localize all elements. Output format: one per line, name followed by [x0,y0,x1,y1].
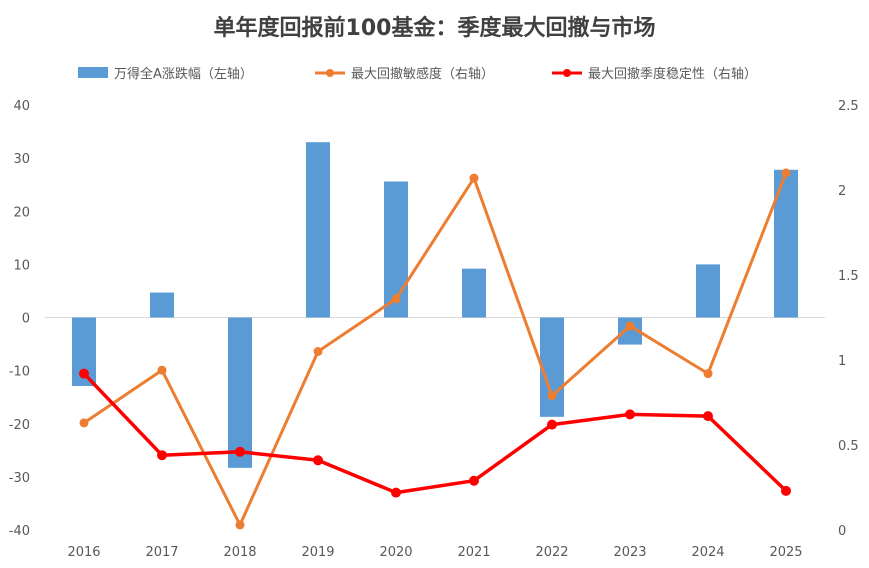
point-series-1-2021 [469,173,479,183]
bar-2022 [540,317,564,417]
point-series-1-2023 [625,321,635,331]
right-axis-tick-0: 0 [838,524,846,539]
chart-title: 单年度回报前100基金：季度最大回撤与市场 [213,16,656,41]
point-series-2-2017 [157,450,167,461]
legend-label-2: 最大回撤敏感度（右轴） [351,66,494,82]
line-series-2 [82,372,788,495]
point-series-2-2019 [313,455,323,466]
x-axis-tick-2018: 2018 [223,545,256,560]
legend-marker-3 [563,69,571,77]
point-series-1-2025 [781,168,791,178]
legend-swatch-1 [78,67,108,78]
point-series-2-2024 [703,411,713,422]
left-axis-tick--10: -10 [9,365,30,380]
x-axis-tick-2023: 2023 [613,545,646,560]
right-axis-tick-0.5: 0.5 [838,439,859,454]
left-axis-tick-40: 40 [13,99,30,114]
right-axis-tick-1: 1 [838,354,846,369]
point-series-2-2025 [781,485,791,496]
left-axis-tick-20: 20 [13,205,30,220]
point-series-1-2019 [313,347,323,356]
point-series-2-2022 [547,419,557,430]
x-axis-tick-2024: 2024 [691,545,724,560]
legend-label-1: 万得全A涨跌幅（左轴） [114,66,253,82]
point-series-2-2020 [391,487,401,498]
point-series-1-2017 [157,365,167,375]
point-series-2-2023 [625,409,635,420]
x-axis-tick-2021: 2021 [457,545,490,560]
point-series-1-2016 [79,418,89,428]
left-axis-tick--40: -40 [9,524,30,539]
bar-2024 [696,264,720,318]
point-series-1-2020 [391,294,401,304]
left-axis-tick-0: 0 [22,312,30,327]
left-axis-tick-10: 10 [13,258,30,273]
left-axis-tick--30: -30 [9,471,30,486]
x-axis-tick-2019: 2019 [301,545,334,560]
point-series-1-2018 [235,520,245,530]
point-series-2-2018 [235,446,245,457]
bar-2018 [228,317,252,468]
bar-2019 [306,142,330,318]
legend-label-3: 最大回撤季度稳定性（右轴） [588,66,757,82]
x-axis-tick-2017: 2017 [145,545,178,560]
left-axis-tick--20: -20 [9,418,30,433]
point-series-2-2016 [79,368,89,379]
right-axis-tick-2.5: 2.5 [838,99,859,114]
bar-2021 [462,268,486,318]
left-axis-tick-30: 30 [13,152,30,167]
point-series-1-2022 [547,391,557,401]
x-axis-tick-2022: 2022 [535,545,568,560]
right-axis-tick-1.5: 1.5 [838,269,859,284]
x-axis-tick-2020: 2020 [379,545,412,560]
point-series-2-2021 [469,475,479,486]
right-axis-tick-2: 2 [838,184,846,199]
x-axis-tick-2025: 2025 [769,545,802,560]
bar-2017 [150,292,174,318]
point-series-1-2024 [703,369,713,379]
x-axis-tick-2016: 2016 [67,545,100,560]
legend-marker-2 [326,69,334,77]
line-series-1 [83,172,788,527]
